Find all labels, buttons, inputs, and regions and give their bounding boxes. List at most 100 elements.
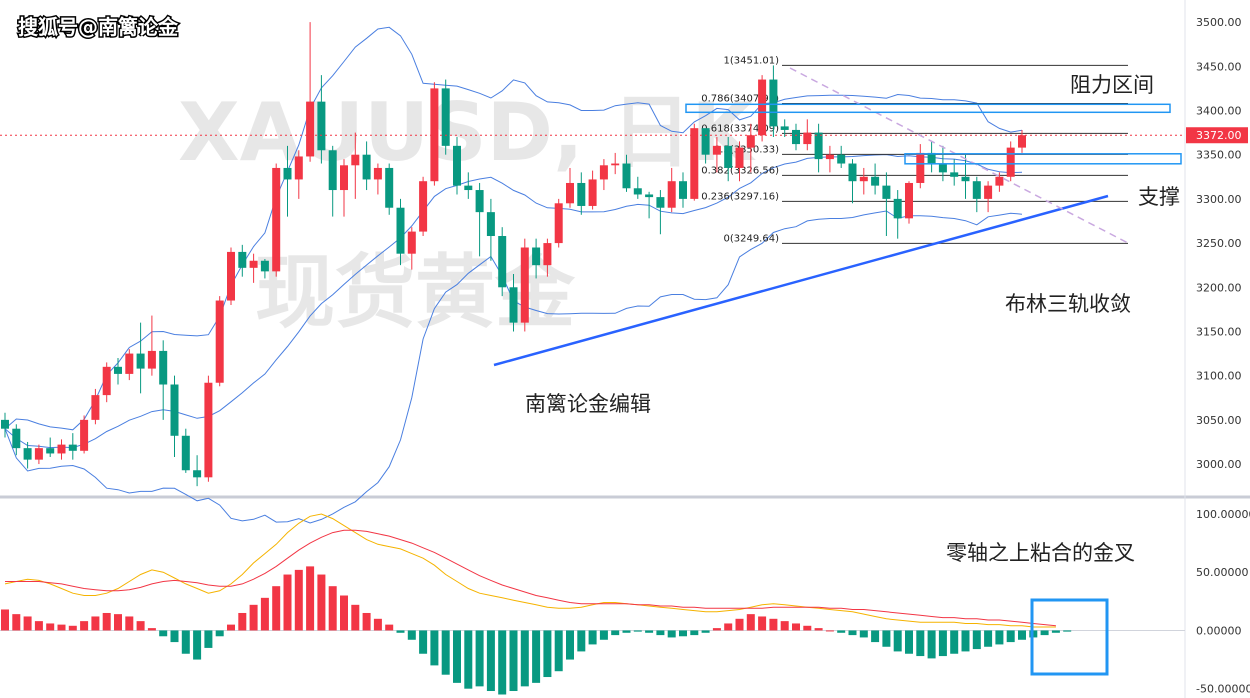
resistance-zone-box bbox=[685, 103, 1171, 114]
macd-histogram-bar bbox=[758, 616, 767, 631]
price-tick-label: 3500.00 bbox=[1196, 16, 1242, 29]
macd-histogram-bar bbox=[317, 574, 326, 631]
macd-fast-line bbox=[4, 513, 1056, 628]
price-tick-label: 3050.00 bbox=[1196, 414, 1242, 427]
candle-body bbox=[792, 129, 800, 145]
macd-histogram-bar bbox=[1063, 630, 1072, 632]
macd-histogram-bar bbox=[1018, 630, 1026, 640]
support-trendline bbox=[493, 194, 1109, 367]
candle-body bbox=[328, 150, 337, 191]
macd-histogram-bar bbox=[125, 616, 134, 631]
candle-body bbox=[294, 156, 303, 180]
candle-body bbox=[679, 181, 687, 199]
macd-histogram-bar bbox=[1051, 630, 1060, 633]
candle-body bbox=[396, 207, 405, 254]
macd-golden-cross-label: 零轴之上粘合的金叉 bbox=[946, 541, 1135, 565]
macd-slow-line bbox=[5, 529, 1056, 627]
candle-body bbox=[554, 203, 563, 244]
macd-histogram-bar bbox=[882, 630, 891, 647]
macd-histogram-bar bbox=[769, 618, 778, 631]
macd-histogram-bar bbox=[746, 614, 755, 631]
macd-cross-highlight-box bbox=[1030, 598, 1109, 676]
candle-body bbox=[125, 353, 134, 374]
macd-histogram-bar bbox=[938, 630, 947, 657]
candle-body bbox=[249, 260, 258, 268]
macd-histogram-bar bbox=[735, 618, 744, 631]
editor-label: 南篱论金编辑 bbox=[525, 392, 651, 416]
candle-body bbox=[486, 212, 495, 237]
macd-histogram-bar bbox=[159, 630, 168, 637]
macd-histogram-bar bbox=[780, 621, 789, 631]
candle-body bbox=[611, 163, 620, 166]
candle-body bbox=[430, 88, 439, 182]
macd-histogram-bar bbox=[272, 586, 281, 631]
macd-histogram-bar bbox=[927, 630, 936, 659]
macd-histogram-bar bbox=[204, 630, 213, 648]
candle-body bbox=[317, 101, 326, 151]
macd-histogram-bar bbox=[645, 630, 654, 633]
candle-body bbox=[588, 179, 597, 206]
candle-body bbox=[475, 190, 484, 213]
macd-histogram-bar bbox=[792, 623, 800, 631]
macd-histogram-bar bbox=[181, 630, 190, 654]
candle-body bbox=[1006, 147, 1015, 177]
macd-tick-label: 0.00000 bbox=[1196, 624, 1242, 637]
candle-body bbox=[543, 243, 552, 266]
macd-histogram-bar bbox=[475, 630, 484, 687]
candle-body bbox=[12, 428, 21, 449]
macd-histogram-bar bbox=[950, 630, 959, 654]
candle-body bbox=[724, 145, 733, 168]
candle-body bbox=[306, 101, 315, 157]
macd-histogram-bar bbox=[294, 569, 303, 631]
last-price-label: 3372.00 bbox=[1196, 129, 1242, 142]
candle-body bbox=[566, 182, 574, 204]
candle-body bbox=[712, 145, 721, 155]
macd-tick-label: 50.00000 bbox=[1196, 566, 1249, 579]
macd-histogram-bar bbox=[656, 630, 665, 636]
candle-body bbox=[91, 395, 100, 420]
macd-histogram-bar bbox=[407, 630, 416, 640]
macd-histogram-bar bbox=[498, 630, 507, 695]
candle-body bbox=[837, 154, 846, 164]
macd-histogram-bar bbox=[916, 630, 925, 657]
resistance-zone-label: 阻力区间 bbox=[1070, 73, 1154, 97]
candle-body bbox=[803, 132, 812, 145]
candle-body bbox=[848, 163, 857, 182]
last-price-badge bbox=[1186, 127, 1248, 144]
candle-body bbox=[758, 79, 767, 136]
support-zone-box bbox=[904, 153, 1182, 165]
macd-histogram-bar bbox=[961, 630, 970, 652]
candle-body bbox=[114, 366, 122, 374]
candle-body bbox=[509, 287, 518, 323]
macd-histogram-bar bbox=[464, 630, 473, 689]
candle-body bbox=[373, 167, 382, 180]
macd-histogram-bar bbox=[306, 566, 315, 631]
price-tick-label: 3450.00 bbox=[1196, 60, 1242, 73]
fib-level-label: 0(3249.64) bbox=[723, 233, 779, 244]
macd-histogram-bar bbox=[34, 621, 43, 631]
macd-histogram-bar bbox=[373, 618, 382, 631]
fib-level-label: 0.618(3374.09) bbox=[701, 123, 779, 134]
macd-histogram-bar bbox=[260, 597, 269, 631]
macd-histogram-bar bbox=[68, 625, 77, 631]
macd-histogram-bar bbox=[712, 628, 721, 631]
macd-histogram-bar bbox=[543, 630, 552, 678]
candle-body bbox=[746, 135, 755, 148]
candle-body bbox=[599, 165, 608, 180]
fib-level-label: 0.786(3407.92) bbox=[701, 93, 779, 104]
candle-body bbox=[916, 152, 925, 183]
macd-histogram-bar bbox=[46, 623, 55, 631]
price-tick-label: 3200.00 bbox=[1196, 281, 1242, 294]
price-tick-label: 3300.00 bbox=[1196, 193, 1242, 206]
macd-histogram-bar bbox=[984, 630, 993, 647]
macd-histogram-bar bbox=[147, 628, 156, 631]
candle-body bbox=[23, 448, 32, 460]
macd-histogram-bar bbox=[1040, 630, 1049, 636]
macd-histogram-bar bbox=[23, 616, 32, 631]
candle-body bbox=[859, 176, 868, 182]
candle-body bbox=[1, 419, 9, 429]
watermark-line1: XAUUSD, 日K bbox=[178, 86, 756, 179]
candle-body bbox=[260, 260, 269, 272]
macd-histogram-bar bbox=[837, 630, 846, 633]
